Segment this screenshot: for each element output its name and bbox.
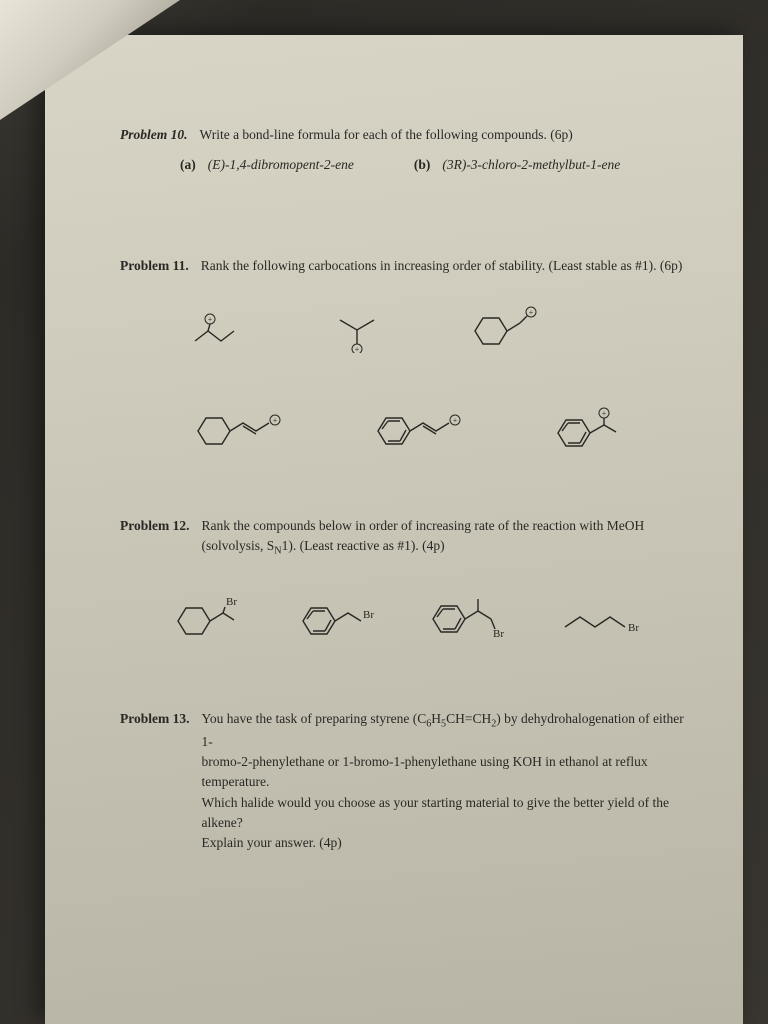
part-a-text: (E)-1,4-dibromopent-2-ene <box>208 155 354 175</box>
p13-line4: Explain your answer. (4p) <box>202 835 342 850</box>
p12-line2-suffix: 1). (Least reactive as #1). (4p) <box>282 538 445 553</box>
problem-13-label: Problem 13. <box>120 709 190 729</box>
carbocation-4: + <box>190 403 290 453</box>
svg-text:Br: Br <box>628 622 639 634</box>
svg-text:+: + <box>602 409 607 418</box>
problem-10-label: Problem 10. <box>120 125 188 145</box>
part-b-text: (3R)-3-chloro-2-methylbut-1-ene <box>442 155 620 175</box>
p12-line2-prefix: (solvolysis, S <box>202 538 275 553</box>
carbocation-1: + <box>190 311 250 351</box>
svg-text:+: + <box>529 308 534 317</box>
p13-f4: CH=CH <box>446 711 491 726</box>
textbook-page: Problem 10. Write a bond-line formula fo… <box>45 35 743 1024</box>
p12-line1: Rank the compounds below in order of inc… <box>202 518 645 533</box>
part-b-label: (b) <box>414 155 431 175</box>
svg-text:+: + <box>208 315 213 324</box>
svg-text:Br: Br <box>493 628 504 640</box>
problem-10-part-b: (b) (3R)-3-chloro-2-methylbut-1-ene <box>414 155 620 175</box>
svg-text:Br: Br <box>363 609 374 621</box>
problem-10-part-a: (a) (E)-1,4-dibromopent-2-ene <box>180 155 354 175</box>
problem-12: Problem 12. Rank the compounds below in … <box>120 516 688 649</box>
svg-text:+: + <box>273 416 278 425</box>
svg-text:Br: Br <box>226 596 237 608</box>
problem-11: Problem 11. Rank the following carbocati… <box>120 256 688 456</box>
compound-3: Br <box>425 589 515 649</box>
compound-1: Br <box>170 591 250 646</box>
p13-line3: Which halide would you choose as your st… <box>202 795 670 830</box>
carbocation-2: + <box>330 308 385 353</box>
p13-f2: H <box>431 711 441 726</box>
problem-11-label: Problem 11. <box>120 256 189 276</box>
p13-line1-prefix: You have the task of preparing styrene (… <box>202 711 427 726</box>
p12-sub: N <box>274 546 281 557</box>
carbocation-5: + <box>370 403 470 453</box>
svg-text:+: + <box>355 345 360 353</box>
p13-line2: bromo-2-phenylethane or 1-bromo-1-phenyl… <box>202 754 648 789</box>
problem-13-text: You have the task of preparing styrene (… <box>202 709 689 853</box>
compound-4: Br <box>560 599 655 639</box>
problem-12-text: Rank the compounds below in order of inc… <box>202 516 689 559</box>
carbocation-6: + <box>550 401 630 456</box>
compound-2: Br <box>295 591 380 646</box>
svg-text:+: + <box>453 416 458 425</box>
problem-12-label: Problem 12. <box>120 516 190 536</box>
problem-10: Problem 10. Write a bond-line formula fo… <box>120 125 688 176</box>
problem-10-text: Write a bond-line formula for each of th… <box>200 125 689 145</box>
carbocation-3: + <box>465 306 540 356</box>
problem-11-text: Rank the following carbocations in incre… <box>201 256 688 276</box>
problem-13: Problem 13. You have the task of prepari… <box>120 709 688 853</box>
part-a-label: (a) <box>180 155 196 175</box>
